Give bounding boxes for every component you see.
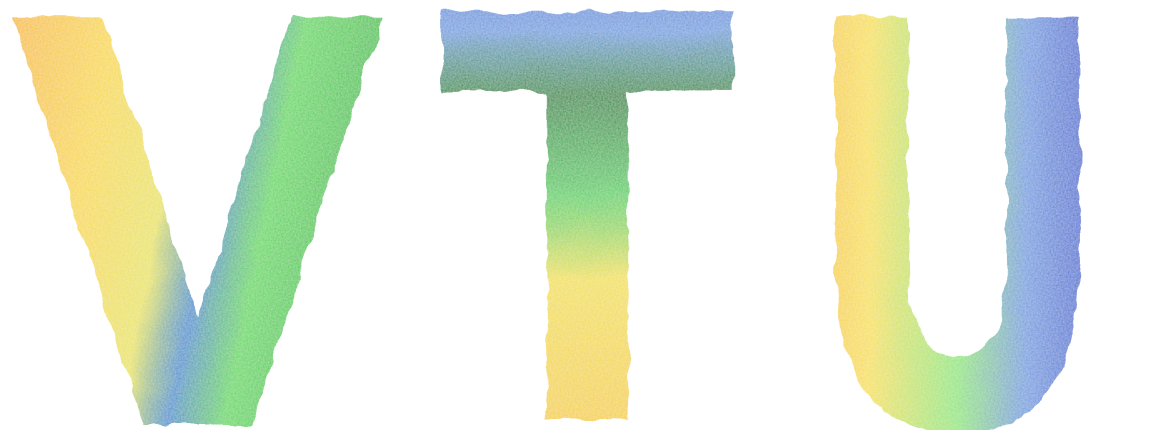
letter: V — [10, 0, 389, 430]
letter: U — [800, 0, 1115, 430]
letters: V T U — [10, 0, 1115, 430]
letter: T — [440, 0, 737, 430]
